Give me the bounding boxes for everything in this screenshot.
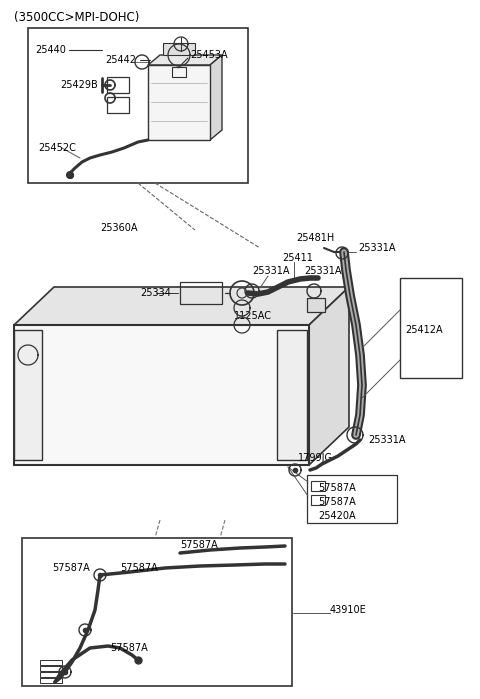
Bar bbox=[277, 330, 307, 460]
Text: 25331A: 25331A bbox=[368, 435, 406, 445]
Bar bbox=[400, 278, 462, 378]
Polygon shape bbox=[309, 287, 349, 465]
Text: 57587A: 57587A bbox=[120, 563, 158, 573]
Bar bbox=[28, 28, 248, 183]
Text: 57587A: 57587A bbox=[318, 483, 356, 493]
Bar bbox=[148, 65, 210, 140]
Text: 43910E: 43910E bbox=[330, 605, 367, 615]
Polygon shape bbox=[210, 55, 222, 140]
Bar bbox=[307, 475, 397, 523]
Polygon shape bbox=[14, 287, 349, 325]
Text: 57587A: 57587A bbox=[318, 497, 356, 507]
Text: 25331A: 25331A bbox=[358, 243, 396, 253]
Text: 25331A: 25331A bbox=[304, 266, 341, 276]
Bar bbox=[307, 298, 325, 312]
Text: 1125AC: 1125AC bbox=[234, 311, 272, 321]
Bar bbox=[107, 77, 129, 93]
Text: 1799JG: 1799JG bbox=[298, 453, 333, 463]
Text: 25331A: 25331A bbox=[252, 266, 289, 276]
Text: 25442: 25442 bbox=[105, 55, 136, 65]
Bar bbox=[40, 678, 62, 683]
Text: 25360A: 25360A bbox=[100, 223, 137, 233]
Bar bbox=[14, 325, 309, 465]
Bar bbox=[40, 666, 62, 671]
Text: 25411: 25411 bbox=[282, 253, 313, 263]
Text: 25440: 25440 bbox=[35, 45, 66, 55]
Bar bbox=[180, 282, 222, 304]
Text: 25452C: 25452C bbox=[38, 143, 76, 153]
Bar bbox=[40, 660, 62, 665]
Text: (3500CC>MPI-DOHC): (3500CC>MPI-DOHC) bbox=[14, 10, 139, 24]
Text: 57587A: 57587A bbox=[52, 563, 90, 573]
Text: 25412A: 25412A bbox=[405, 325, 443, 335]
Bar bbox=[311, 481, 325, 491]
Polygon shape bbox=[148, 55, 222, 65]
Bar bbox=[14, 330, 42, 460]
Bar bbox=[22, 538, 292, 686]
Text: 25453A: 25453A bbox=[190, 50, 228, 60]
Bar bbox=[107, 97, 129, 113]
Bar bbox=[163, 43, 195, 55]
Bar bbox=[311, 495, 325, 505]
Text: 57587A: 57587A bbox=[180, 540, 218, 550]
Text: 25420A: 25420A bbox=[318, 511, 356, 521]
Bar bbox=[40, 672, 62, 677]
Text: 25334: 25334 bbox=[140, 288, 171, 298]
Bar bbox=[172, 67, 186, 77]
Text: 25481H: 25481H bbox=[296, 233, 334, 243]
Text: 57587A: 57587A bbox=[110, 643, 148, 653]
Text: 25429B: 25429B bbox=[60, 80, 98, 90]
